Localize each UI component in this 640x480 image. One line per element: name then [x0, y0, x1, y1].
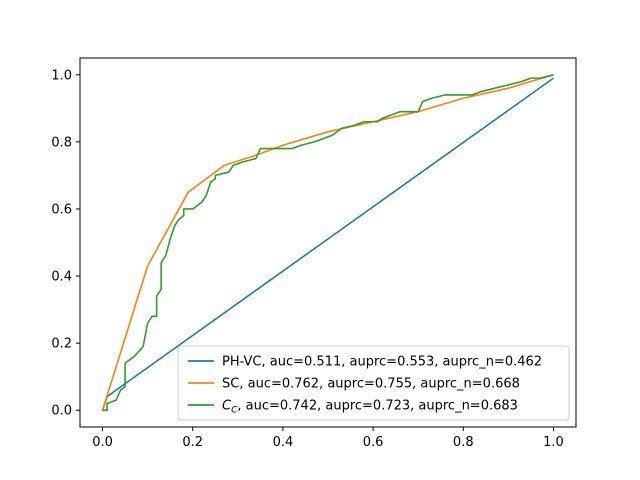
legend: PH-VC, auc=0.511, auprc=0.553, auprc_n=0… [177, 345, 570, 421]
series-layer [101, 73, 554, 412]
x-tick-label: 0.8 [453, 435, 474, 450]
y-tick-label: 0.8 [51, 135, 72, 150]
x-tick-label: 0.4 [273, 435, 294, 450]
y-tick-label: 0.0 [51, 404, 72, 419]
legend-box [177, 345, 570, 421]
x-tick-label: 1.0 [543, 435, 564, 450]
legend-entry-subscript: C [231, 406, 238, 416]
x-tick-label: 0.2 [182, 435, 203, 450]
x-tick-label: 0.6 [363, 435, 384, 450]
ticks-layer: 0.0 0.2 0.4 0.6 0.8 1.0 0.0 0.2 0.4 0.6 0.8 1.0 [51, 68, 563, 450]
legend-entry-prefix: PH-VC [222, 355, 262, 370]
legend-entry-2: CC, auc=0.742, auprc=0.723, auprc_n=0.68… [222, 399, 518, 416]
x-tick-label: 0.0 [92, 435, 113, 450]
legend-entry-0: PH-VC, auc=0.511, auprc=0.553, auprc_n=0… [222, 355, 542, 370]
legend-entry-prefix: SC [222, 377, 239, 392]
legend-entry-stats: , auc=0.511, auprc=0.553, auprc_n=0.462 [262, 355, 543, 370]
legend-entry-stats: , auc=0.742, auprc=0.723, auprc_n=0.683 [237, 399, 518, 414]
legend-entry-prefix: C [222, 399, 232, 414]
legend-entry-stats: , auc=0.762, auprc=0.755, auprc_n=0.668 [239, 377, 520, 392]
y-tick-label: 1.0 [51, 68, 72, 83]
y-tick-label: 0.2 [51, 337, 72, 352]
series-line-2 [102, 73, 554, 412]
axes-frame [79, 57, 577, 428]
y-tick-label: 0.4 [51, 270, 72, 285]
series-line-1 [101, 74, 554, 411]
legend-entry-1: SC, auc=0.762, auprc=0.755, auprc_n=0.66… [222, 377, 520, 392]
y-tick-label: 0.6 [51, 202, 72, 217]
